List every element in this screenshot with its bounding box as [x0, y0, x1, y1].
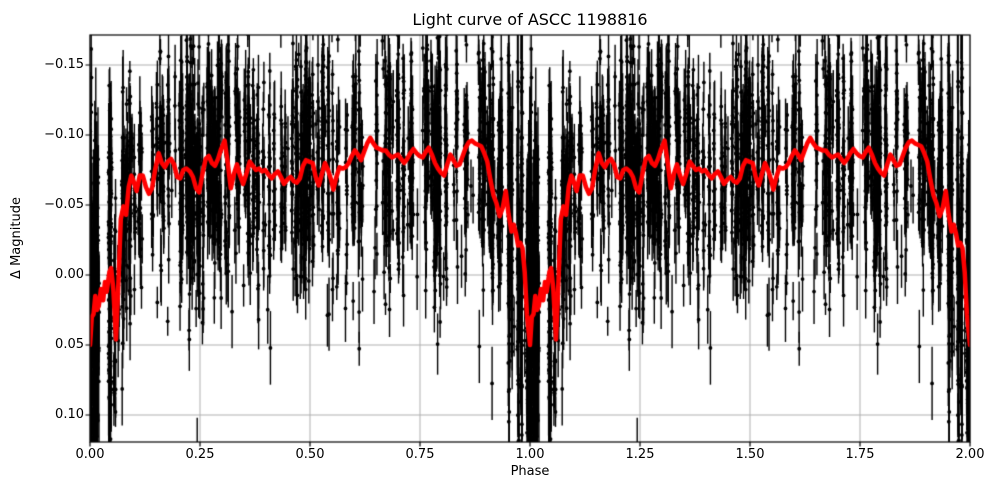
y-tick-label: 0.00: [55, 267, 84, 282]
x-axis-label: Phase: [510, 464, 550, 479]
x-tick-label: 1.00: [515, 447, 545, 462]
x-tick-label: 0.50: [295, 447, 325, 462]
x-tick-label: 0.00: [75, 447, 105, 462]
x-tick-label: 2.00: [955, 447, 985, 462]
y-tick-label: 0.05: [55, 337, 84, 352]
y-tick-label: 0.10: [55, 407, 84, 422]
y-tick-label: −0.05: [44, 197, 84, 212]
y-axis-label: Δ Magnitude: [9, 197, 24, 279]
x-tick-label: 1.25: [625, 447, 655, 462]
chart-title: Light curve of ASCC 1198816: [412, 10, 648, 29]
y-tick-label: −0.15: [44, 57, 84, 72]
x-tick-label: 1.75: [845, 447, 875, 462]
x-tick-label: 0.75: [405, 447, 435, 462]
x-tick-label: 0.25: [185, 447, 215, 462]
y-tick-label: −0.10: [44, 127, 84, 142]
x-tick-label: 1.50: [735, 447, 765, 462]
